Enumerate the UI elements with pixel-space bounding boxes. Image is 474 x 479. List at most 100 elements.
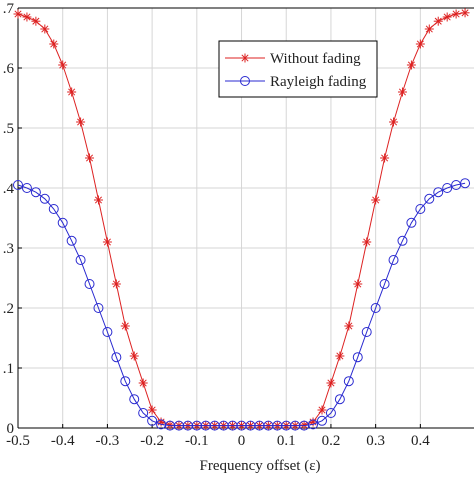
legend-label-rayleigh-fading: Rayleigh fading [270, 74, 367, 90]
data-point-without-fading [362, 237, 372, 247]
data-point-without-fading [451, 9, 461, 19]
star-stroke [32, 17, 40, 25]
legend-marker-without-fading [240, 53, 250, 63]
star-stroke [59, 61, 67, 69]
tick-labels: -0.5 -0.4 -0.3 -0.2 -0.1 0 0.1 0.2 0.3 0.40.1.2.3… [3, 1, 430, 449]
data-point-rayleigh-fading [334, 394, 345, 405]
star-stroke [41, 25, 49, 33]
data-point-without-fading [308, 417, 318, 427]
x-tick-label: -0.4 [51, 433, 75, 449]
data-point-without-fading [93, 195, 103, 205]
star-stroke [50, 40, 58, 48]
y-tick-label: .4 [3, 181, 15, 197]
data-point-without-fading [326, 378, 336, 388]
data-point-rayleigh-fading [75, 255, 86, 265]
data-point-without-fading [120, 321, 130, 331]
series-layer [13, 8, 471, 431]
star-stroke [398, 88, 407, 96]
star-stroke [372, 196, 380, 204]
data-point-rayleigh-fading [93, 303, 104, 313]
star-stroke [407, 61, 415, 69]
data-point-rayleigh-fading [57, 217, 68, 228]
data-point-without-fading [22, 12, 32, 22]
data-point-without-fading [49, 39, 59, 49]
star-stroke [363, 238, 371, 246]
x-tick-label: -0.2 [140, 433, 164, 449]
data-point-rayleigh-fading [102, 327, 113, 337]
star-stroke [14, 10, 22, 18]
y-tick-label: .1 [3, 361, 14, 377]
data-point-rayleigh-fading [406, 217, 417, 228]
data-point-rayleigh-fading [120, 376, 131, 387]
data-point-rayleigh-fading [111, 352, 122, 363]
legend-entry-without-fading: Without fading [225, 51, 361, 67]
data-point-rayleigh-fading [388, 255, 399, 265]
data-point-without-fading [344, 321, 354, 331]
legend-box [218, 40, 378, 98]
star-stroke [77, 118, 85, 126]
x-tick-label: -0.3 [96, 433, 120, 449]
data-point-without-fading [13, 9, 23, 19]
data-point-without-fading [371, 195, 381, 205]
legend-entry-rayleigh-fading: Rayleigh fading [225, 74, 367, 90]
data-point-rayleigh-fading [397, 235, 408, 246]
star-stroke [425, 25, 433, 33]
star-stroke [434, 17, 442, 25]
star-stroke [443, 13, 451, 21]
star-stroke [345, 322, 353, 330]
star-stroke [309, 418, 317, 426]
star-stroke [157, 418, 165, 426]
y-tick-label: .5 [3, 121, 14, 137]
data-point-rayleigh-fading [129, 394, 140, 405]
data-point-rayleigh-fading [460, 178, 471, 189]
data-point-without-fading [129, 351, 139, 361]
legend-marker-rayleigh-fading [240, 76, 250, 86]
data-point-rayleigh-fading [415, 204, 426, 214]
data-point-rayleigh-fading [21, 183, 32, 193]
star-stroke [336, 352, 344, 360]
data-point-rayleigh-fading [442, 183, 453, 193]
data-point-rayleigh-fading [39, 193, 50, 204]
axes [17, 7, 474, 429]
data-point-without-fading [102, 237, 112, 247]
data-point-without-fading [85, 153, 95, 163]
data-point-without-fading [31, 16, 41, 26]
data-point-without-fading [40, 24, 50, 34]
data-point-without-fading [317, 405, 327, 415]
star-stroke [121, 322, 129, 330]
data-point-rayleigh-fading [13, 180, 23, 190]
data-point-without-fading [380, 153, 390, 163]
star-stroke [112, 280, 120, 288]
y-tick-label: 0 [7, 421, 15, 437]
data-point-rayleigh-fading [370, 303, 381, 313]
star-stroke [23, 13, 31, 21]
data-point-without-fading [433, 16, 443, 26]
data-point-rayleigh-fading [147, 415, 158, 426]
data-point-rayleigh-fading [317, 415, 327, 426]
data-point-rayleigh-fading [84, 279, 95, 289]
data-point-rayleigh-fading [424, 193, 435, 204]
star-stroke [94, 196, 103, 204]
star-stroke [85, 154, 94, 162]
star-stroke [381, 154, 389, 162]
data-point-without-fading [147, 405, 157, 415]
data-point-rayleigh-fading [308, 419, 319, 430]
data-point-without-fading [389, 117, 399, 127]
data-point-without-fading [442, 12, 452, 22]
star-stroke [354, 280, 362, 288]
data-point-without-fading [138, 378, 148, 388]
series-line-rayleigh-fading [17, 182, 466, 427]
legend-circle-marker [240, 76, 250, 86]
legend-label-without-fading: Without fading [270, 51, 361, 67]
data-point-rayleigh-fading [30, 187, 41, 198]
data-point-rayleigh-fading [325, 408, 336, 418]
data-point-without-fading [58, 60, 68, 70]
star-stroke [452, 10, 460, 18]
data-point-rayleigh-fading [66, 235, 77, 246]
data-point-rayleigh-fading [343, 376, 354, 387]
x-tick-label: 0.3 [366, 433, 385, 449]
star-stroke [416, 40, 424, 48]
y-tick-label: .3 [3, 241, 14, 257]
y-tick-label: .6 [3, 61, 15, 77]
